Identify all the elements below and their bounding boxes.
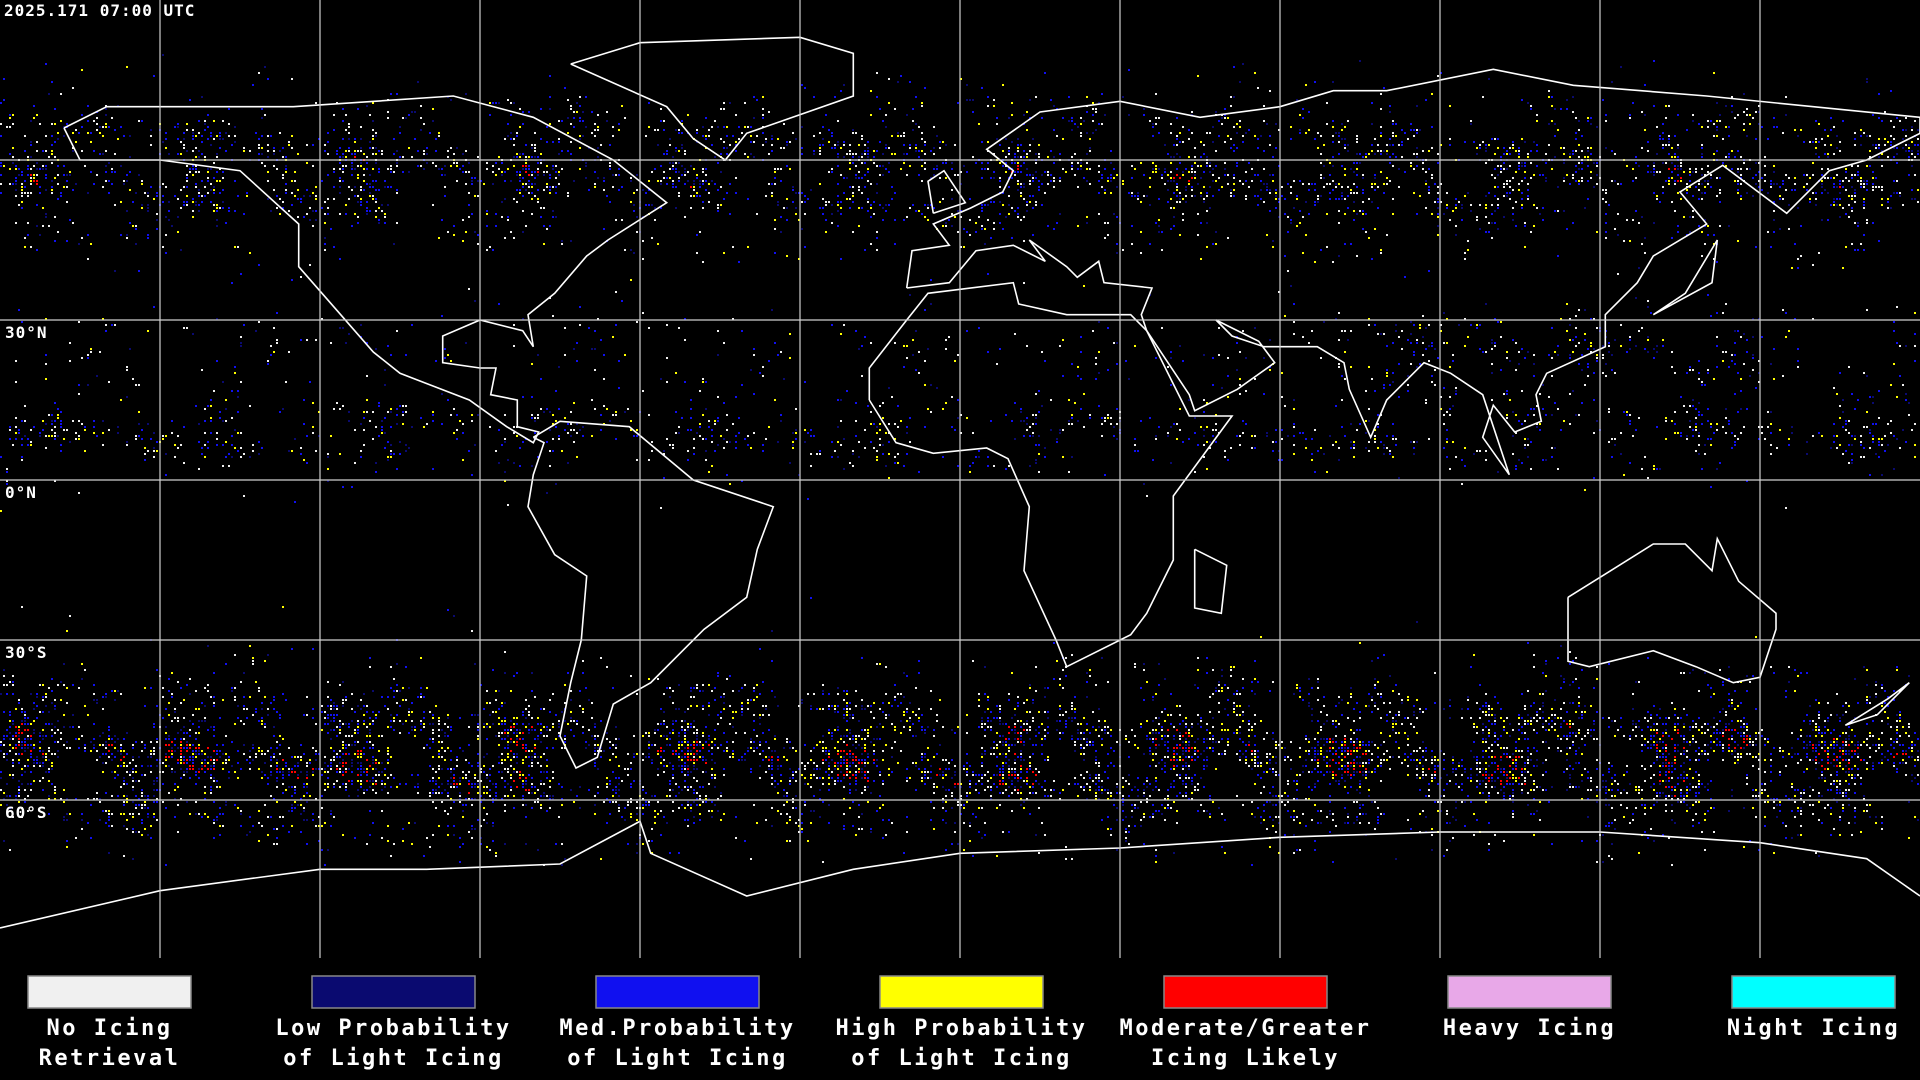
legend-swatch	[1163, 975, 1328, 1009]
legend-swatch	[311, 975, 476, 1009]
latitude-label: 60°S	[5, 803, 48, 822]
legend-swatch	[595, 975, 760, 1009]
legend: No Icing Retrieval Low Probability of Light…	[27, 975, 1900, 1071]
legend-label: of Light Icing	[283, 1046, 503, 1071]
legend-swatch	[879, 975, 1044, 1009]
legend-label: Icing Likely	[1151, 1046, 1340, 1071]
legend-label: Night Icing	[1727, 1016, 1900, 1041]
legend-label: Med.Probability	[559, 1016, 795, 1041]
legend-label: No Icing	[47, 1016, 173, 1041]
coastline	[868, 281, 1234, 668]
legend-label: of Light Icing	[567, 1046, 787, 1071]
legend-label: Retrieval	[39, 1046, 181, 1071]
latitude-label: 30°N	[5, 323, 48, 342]
legend-label: Low Probability	[275, 1016, 511, 1041]
legend-swatch	[1447, 975, 1612, 1009]
coastline	[527, 420, 775, 770]
timestamp: 2025.171 07:00 UTC	[4, 1, 195, 20]
latitude-label: 0°N	[5, 483, 37, 502]
legend-label: High Probability	[836, 1016, 1088, 1041]
coastline	[1652, 239, 1719, 316]
coastline	[1193, 548, 1228, 615]
legend-label: Moderate/Greater	[1120, 1016, 1372, 1041]
coastline	[1844, 682, 1910, 727]
legend-swatch	[27, 975, 192, 1009]
coastline	[1567, 536, 1777, 684]
coastline	[905, 68, 1920, 476]
legend-swatch	[1731, 975, 1896, 1009]
legend-label: of Light Icing	[851, 1046, 1071, 1071]
legend-label: Heavy Icing	[1443, 1016, 1616, 1041]
graticule	[0, 0, 1920, 958]
coastlines	[0, 36, 1920, 929]
coastline	[927, 169, 967, 215]
latitude-labels: 30°N 0°N 30°S 60°S	[5, 323, 48, 822]
latitude-label: 30°S	[5, 643, 48, 662]
coastline	[0, 820, 1920, 929]
